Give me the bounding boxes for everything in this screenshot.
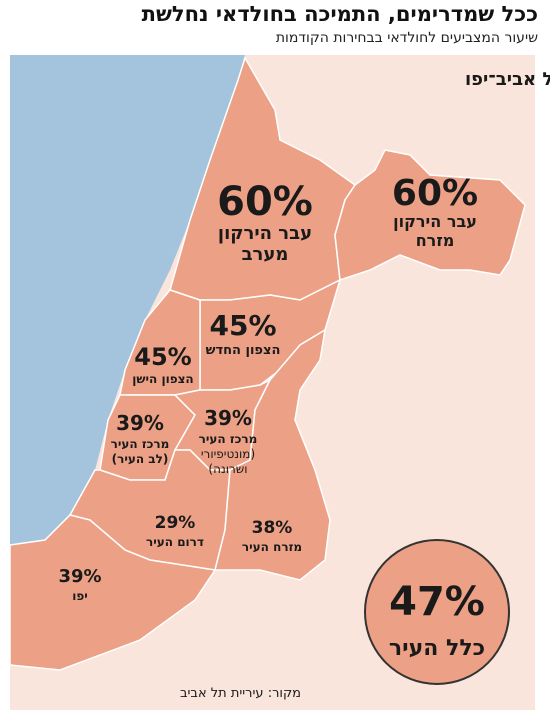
sea (10, 55, 245, 545)
region-value: 45% (209, 309, 276, 342)
region-name: יפו (72, 589, 88, 603)
region-value: 60% (217, 179, 313, 225)
region-value: 39% (116, 411, 164, 435)
total-circle (364, 539, 510, 685)
region (334, 149, 526, 282)
subtitle: שיעור המצביעים לחולדאי בבחירות הקודמות (275, 30, 538, 46)
region-name: (לב העיר) (112, 452, 169, 466)
region-name: ושרונה) (208, 462, 247, 476)
region-name: מרכז העיר (199, 432, 258, 446)
total-value: 47% (389, 579, 485, 625)
region-name: עבר הירקון (218, 223, 312, 244)
region-name: עבר הירקון (393, 212, 477, 231)
region-value: 39% (58, 566, 101, 587)
region-value: 29% (155, 513, 196, 533)
region (214, 328, 331, 581)
region (9, 514, 217, 671)
region-name: מערב (242, 244, 289, 265)
region-name: מרכז העיר (111, 437, 170, 451)
region-name: הצפון החדש (206, 343, 281, 358)
region-name: מזרח (416, 231, 455, 250)
region-value: 38% (252, 518, 293, 538)
region-name: (מונטיפיורי (201, 447, 255, 461)
region-value: 45% (134, 343, 191, 371)
title: ככל שמדרימים, התמיכה בחולדאי נחלשת (141, 2, 538, 26)
region-name: דרום העיר (146, 535, 204, 549)
region-name: הצפון הישן (132, 372, 193, 386)
city-label: תל אביב־יפו (465, 69, 550, 90)
region-value: 39% (204, 406, 252, 430)
total-label: כלל העיר (389, 636, 485, 661)
region-name: מזרח העיר (242, 540, 302, 554)
source: מקור: עיריית תל אביב (180, 686, 301, 701)
region-value: 60% (392, 173, 478, 214)
